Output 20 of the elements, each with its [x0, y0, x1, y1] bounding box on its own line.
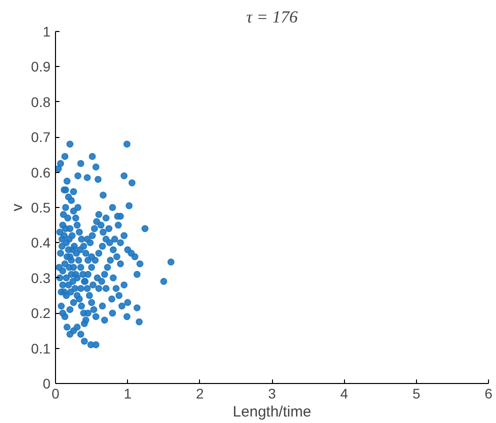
- y-tick-label: 0: [42, 376, 51, 392]
- y-axis-title: v: [9, 203, 26, 212]
- x-tick-label: 3: [268, 386, 276, 402]
- y-tick-label: 0.5: [31, 200, 51, 216]
- x-tick-label: 4: [340, 386, 348, 402]
- x-tick-label: 2: [196, 386, 204, 402]
- y-tick-label: 0.4: [31, 234, 51, 251]
- y-tick-label: 0.1: [31, 340, 51, 356]
- y-tick-label: 0.3: [31, 270, 51, 286]
- y-tick-label: 0.2: [31, 305, 51, 322]
- x-tick-label: 6: [484, 386, 493, 402]
- y-tick-label: 0.8: [31, 94, 51, 110]
- chart-title: τ = 176: [246, 8, 298, 26]
- x-tick-label: 5: [412, 386, 420, 402]
- x-axis-title: Length/time: [232, 404, 312, 420]
- y-tick-label: 0.7: [31, 129, 51, 146]
- y-tick-label: 0.6: [31, 164, 51, 180]
- x-tick-label: 1: [124, 386, 132, 402]
- y-tick-label: 0.9: [31, 58, 51, 75]
- y-tick-label: 1: [42, 24, 51, 40]
